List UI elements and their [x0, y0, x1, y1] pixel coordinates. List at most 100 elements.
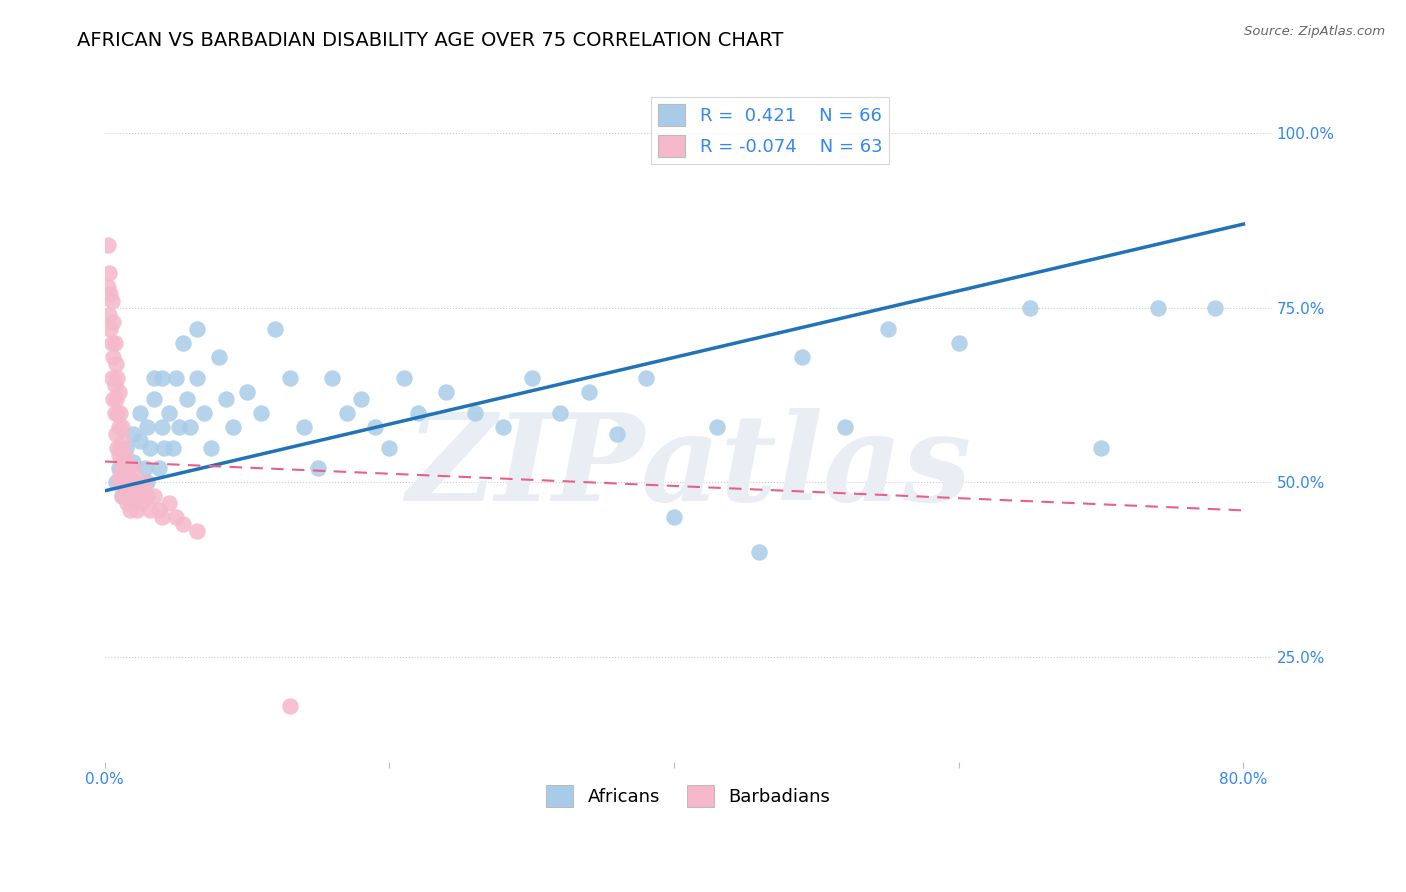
Point — [264, 322, 287, 336]
Point — [120, 503, 142, 517]
Point — [105, 426, 128, 441]
Point — [122, 454, 145, 468]
Point — [111, 490, 134, 504]
Point — [176, 392, 198, 406]
Point — [139, 441, 162, 455]
Point — [114, 448, 136, 462]
Point — [492, 419, 515, 434]
Point — [165, 370, 187, 384]
Point — [292, 419, 315, 434]
Point — [114, 475, 136, 490]
Point — [1090, 441, 1112, 455]
Point — [143, 392, 166, 406]
Point — [125, 490, 148, 504]
Point — [120, 475, 142, 490]
Point — [103, 350, 125, 364]
Point — [392, 370, 415, 384]
Point — [193, 406, 215, 420]
Point — [706, 419, 728, 434]
Point — [236, 384, 259, 399]
Point — [792, 350, 814, 364]
Point — [104, 377, 127, 392]
Point — [110, 406, 132, 420]
Point — [105, 475, 128, 490]
Point — [548, 406, 571, 420]
Point — [108, 461, 131, 475]
Point — [150, 370, 173, 384]
Point — [117, 496, 139, 510]
Point — [115, 461, 138, 475]
Point — [364, 419, 387, 434]
Point — [118, 490, 141, 504]
Point — [321, 370, 343, 384]
Point — [101, 370, 124, 384]
Point — [108, 419, 131, 434]
Point — [520, 370, 543, 384]
Point — [464, 406, 486, 420]
Point — [148, 503, 170, 517]
Text: ZIPatlas: ZIPatlas — [405, 409, 972, 527]
Point — [110, 468, 132, 483]
Point — [606, 426, 628, 441]
Point — [834, 419, 856, 434]
Point — [120, 475, 142, 490]
Point — [108, 475, 131, 490]
Point — [278, 370, 301, 384]
Point — [434, 384, 457, 399]
Point — [111, 490, 134, 504]
Point — [128, 475, 150, 490]
Point — [108, 448, 131, 462]
Point — [200, 441, 222, 455]
Point — [103, 392, 125, 406]
Point — [101, 335, 124, 350]
Point — [876, 322, 898, 336]
Point — [136, 475, 159, 490]
Point — [107, 441, 129, 455]
Point — [112, 461, 135, 475]
Point — [578, 384, 600, 399]
Point — [150, 510, 173, 524]
Text: Source: ZipAtlas.com: Source: ZipAtlas.com — [1244, 25, 1385, 38]
Point — [111, 419, 134, 434]
Point — [136, 490, 159, 504]
Point — [96, 280, 118, 294]
Point — [134, 475, 156, 490]
Point — [634, 370, 657, 384]
Point — [167, 419, 190, 434]
Point — [153, 441, 176, 455]
Point — [124, 475, 146, 490]
Point — [96, 238, 118, 252]
Point — [207, 350, 229, 364]
Point — [162, 441, 184, 455]
Point — [104, 335, 127, 350]
Point — [406, 406, 429, 420]
Point — [143, 490, 166, 504]
Point — [143, 370, 166, 384]
Point — [157, 406, 180, 420]
Point — [127, 503, 149, 517]
Point — [179, 419, 201, 434]
Point — [131, 496, 153, 510]
Point — [117, 475, 139, 490]
Point — [101, 293, 124, 308]
Point — [121, 490, 143, 504]
Point — [148, 461, 170, 475]
Point — [111, 454, 134, 468]
Point — [186, 322, 208, 336]
Point — [278, 698, 301, 713]
Point — [98, 286, 121, 301]
Point — [118, 461, 141, 475]
Point — [97, 308, 120, 322]
Point — [172, 335, 194, 350]
Point — [222, 419, 245, 434]
Point — [1204, 301, 1226, 315]
Point — [662, 510, 685, 524]
Point — [129, 406, 152, 420]
Point — [104, 406, 127, 420]
Point — [122, 461, 145, 475]
Point — [150, 419, 173, 434]
Point — [1019, 301, 1042, 315]
Text: AFRICAN VS BARBADIAN DISABILITY AGE OVER 75 CORRELATION CHART: AFRICAN VS BARBADIAN DISABILITY AGE OVER… — [77, 31, 783, 50]
Point — [172, 517, 194, 532]
Point — [115, 490, 138, 504]
